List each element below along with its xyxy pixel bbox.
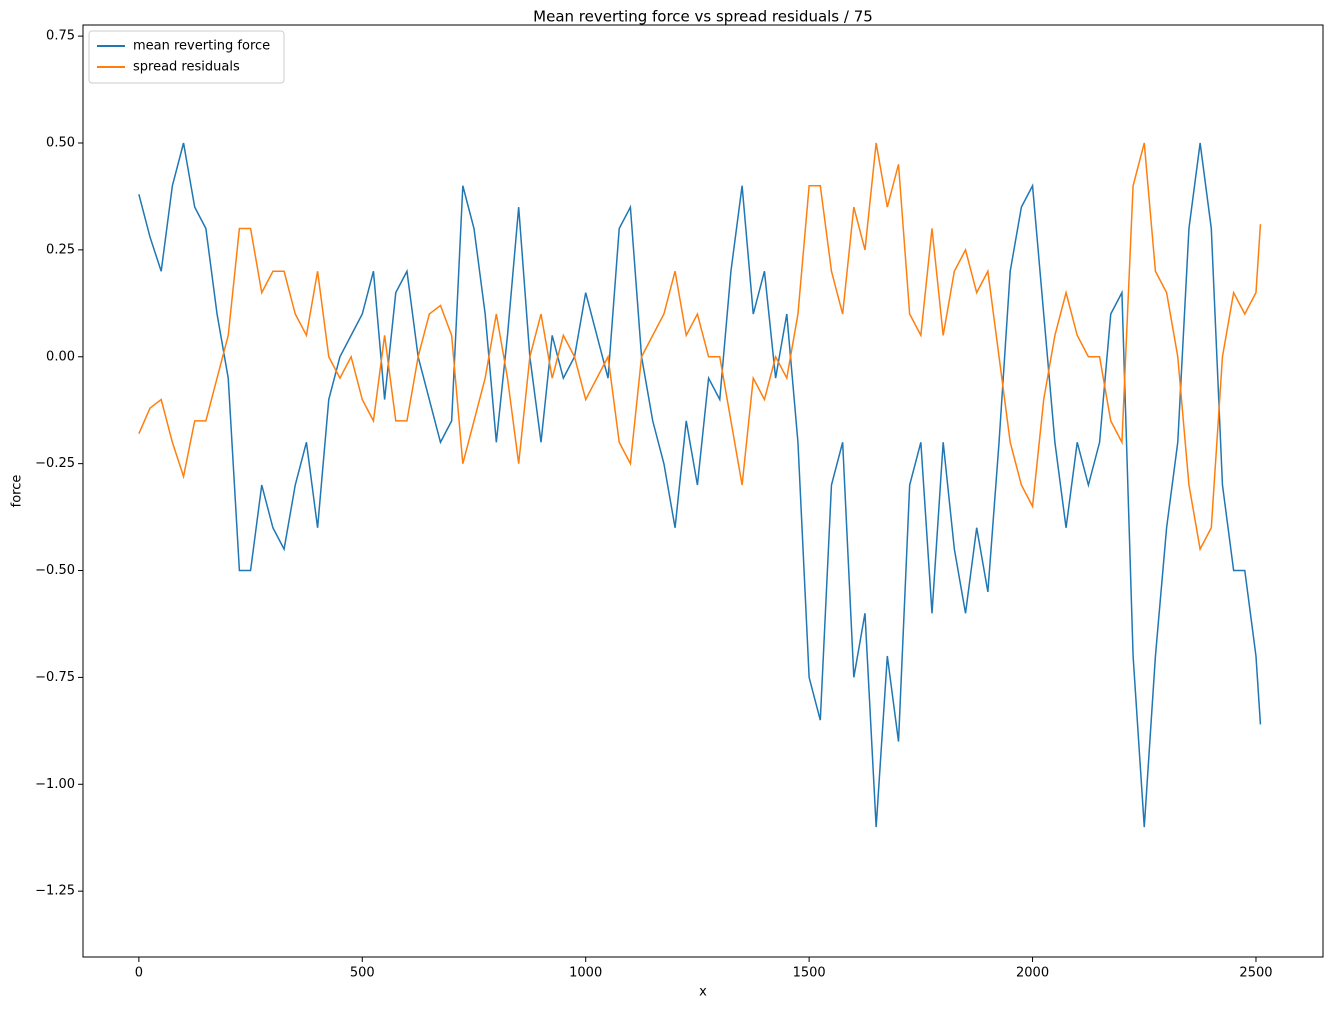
y-tick-label: 0.50 [46, 135, 75, 150]
y-axis-label: force [10, 475, 25, 508]
legend: mean reverting force spread residuals [88, 30, 285, 84]
y-tick-label: −1.25 [35, 884, 75, 899]
chart-title: Mean reverting force vs spread residuals… [533, 8, 873, 26]
x-axis-label: x [699, 985, 707, 1000]
y-tick-label: −0.75 [35, 670, 75, 685]
x-tick-label: 2500 [1239, 966, 1272, 981]
y-tick-label: −1.00 [35, 777, 75, 792]
y-tick-label: 0.75 [46, 29, 75, 44]
y-tick-label: −0.50 [35, 563, 75, 578]
axes-frame [82, 24, 1324, 958]
y-tick-label: −0.25 [35, 456, 75, 471]
x-tick-label: 500 [350, 966, 375, 981]
series-line [138, 142, 1262, 552]
series-line [138, 142, 1262, 828]
x-tick-label: 2000 [1016, 966, 1049, 981]
legend-box [88, 30, 285, 84]
x-tick-label: 1000 [569, 966, 602, 981]
x-tick-label: 0 [135, 966, 143, 981]
x-tick-label: 1500 [793, 966, 826, 981]
legend-label: spread residuals [133, 60, 240, 75]
y-tick-label: 0.00 [46, 349, 75, 364]
plot-area [138, 142, 1262, 828]
y-tick-label: 0.25 [46, 242, 75, 257]
legend-label: mean reverting force [133, 39, 270, 54]
